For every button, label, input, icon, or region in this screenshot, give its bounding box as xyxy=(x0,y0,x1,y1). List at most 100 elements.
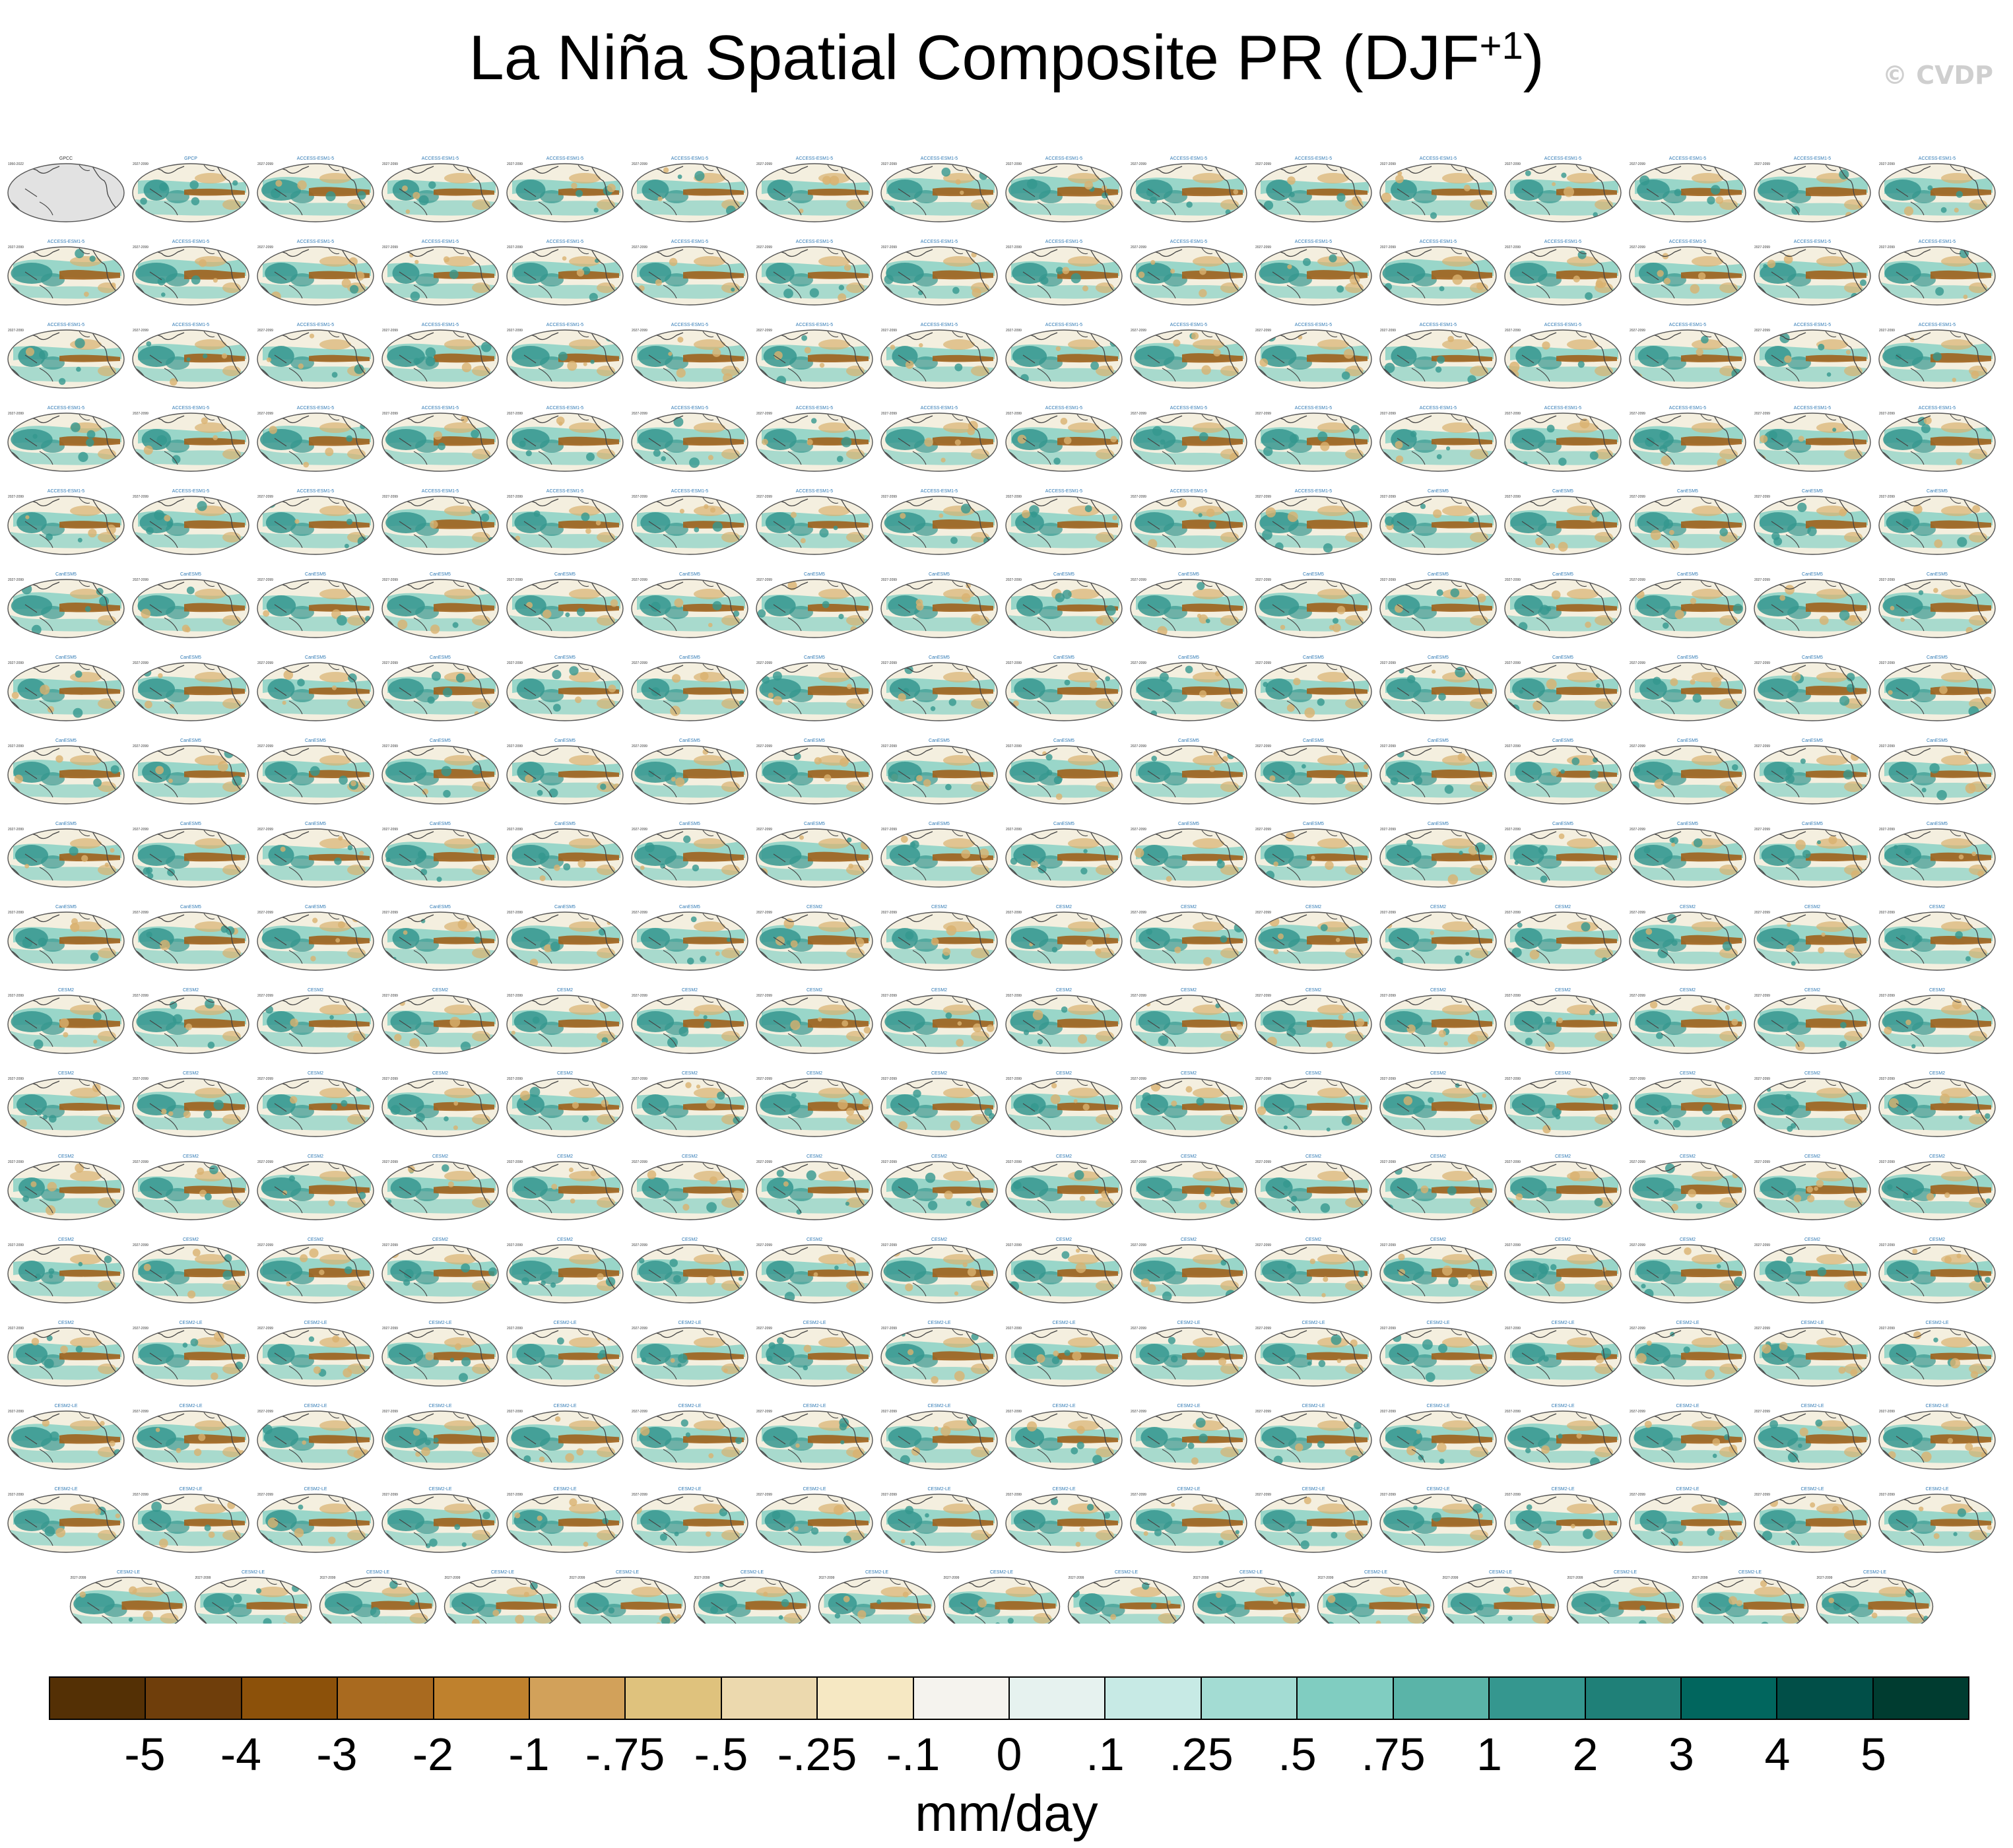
panel-period: 2027-2099 xyxy=(382,1077,398,1081)
panel-label: ACCESS-ESM1-5 xyxy=(422,489,459,494)
panel-period: 2027-2099 xyxy=(1630,329,1645,333)
panel-label: ACCESS-ESM1-5 xyxy=(921,489,958,494)
panel-period: 2027-2099 xyxy=(1006,495,1022,499)
panel-label: CESM2-LE xyxy=(1426,1321,1449,1325)
map-panel: CESM2 2027-2099 xyxy=(1629,1238,1746,1304)
panel-label: CanESM5 xyxy=(1802,822,1823,826)
panel-label: CanESM5 xyxy=(804,822,825,826)
panel-period: 2027-2099 xyxy=(133,329,148,333)
panel-label: CESM2 xyxy=(308,988,323,993)
map-panel: ACCESS-ESM1-5 2027-2099 xyxy=(1629,156,1746,222)
panel-label: CESM2-LE xyxy=(1426,1487,1449,1492)
panel-period: 2027-2099 xyxy=(1630,1243,1645,1247)
panel-label: ACCESS-ESM1-5 xyxy=(1045,156,1083,161)
map-panel: CESM2-LE 2027-2099 xyxy=(880,1404,998,1470)
map-panel: CanESM5 2027-2099 xyxy=(381,572,499,638)
panel-period: 2027-2099 xyxy=(1006,1410,1022,1414)
colorbar-box xyxy=(1585,1678,1682,1719)
panel-label: CanESM5 xyxy=(554,739,576,743)
map-panel: CanESM5 2027-2099 xyxy=(1629,822,1746,888)
map-panel: ACCESS-ESM1-5 2027-2099 xyxy=(880,406,998,472)
map-panel: ACCESS-ESM1-5 2027-2099 xyxy=(257,323,374,389)
panel-label: CESM2 xyxy=(1305,1238,1321,1242)
panel-period: 2027-2099 xyxy=(1630,744,1645,748)
panel-period: 2027-2099 xyxy=(1131,246,1146,249)
panel-period: 2027-2099 xyxy=(1879,578,1895,582)
map-panel: CanESM5 2027-2099 xyxy=(1629,572,1746,638)
map-panel: ACCESS-ESM1-5 2027-2099 xyxy=(506,156,624,222)
map-panel: ACCESS-ESM1-5 2027-2099 xyxy=(880,489,998,555)
map-panel: CESM2 2027-2099 xyxy=(506,1154,624,1220)
panel-label: CanESM5 xyxy=(1053,739,1074,743)
panel-period: 2027-2099 xyxy=(133,162,148,166)
panel-period: 2027-2099 xyxy=(632,162,647,166)
panel-period: 2027-2099 xyxy=(632,329,647,333)
panel-period: 2027-2099 xyxy=(133,578,148,582)
panel-label: ACCESS-ESM1-5 xyxy=(297,406,335,411)
panel-period: 2027-2099 xyxy=(1505,246,1521,249)
panel-period: 2027-2099 xyxy=(1131,661,1146,665)
map-panel: CanESM5 2027-2099 xyxy=(1629,739,1746,805)
map-panel: CanESM5 2027-2099 xyxy=(1005,822,1123,888)
panel-period: 2027-2099 xyxy=(1879,828,1895,832)
map-panel: ACCESS-ESM1-5 2027-2099 xyxy=(257,406,374,472)
map-panel: CanESM5 2027-2099 xyxy=(1878,655,1996,721)
panel-period: 2027-2099 xyxy=(507,1493,523,1497)
colorbar-box xyxy=(338,1678,434,1719)
map-panel: CESM2 2027-2099 xyxy=(1754,1238,1871,1304)
map-panel: CanESM5 2027-2099 xyxy=(1754,822,1871,888)
map-panel: CanESM5 2027-2099 xyxy=(756,739,873,805)
map-panel: ACCESS-ESM1-5 2027-2099 xyxy=(506,489,624,555)
panel-label: CanESM5 xyxy=(430,655,451,660)
panel-label: CanESM5 xyxy=(1677,572,1698,577)
colorbar-box xyxy=(1777,1678,1874,1719)
panel-label: ACCESS-ESM1-5 xyxy=(1794,406,1832,411)
colorbar-tick-label: -1 xyxy=(508,1729,550,1780)
panel-label: CESM2 xyxy=(1555,905,1571,909)
panel-period: 2027-2099 xyxy=(1255,1410,1271,1414)
panel-period: 2027-2099 xyxy=(1131,1077,1146,1081)
map-panel: CESM2-LE 2027-2099 xyxy=(1379,1404,1497,1470)
panel-label: CESM2 xyxy=(682,1154,698,1159)
panel-period: 2027-2099 xyxy=(756,911,772,915)
panel-period: 2027-2099 xyxy=(1879,1410,1895,1414)
panel-period: 2027-2099 xyxy=(1131,1243,1146,1247)
panel-label: ACCESS-ESM1-5 xyxy=(1170,489,1208,494)
panel-period: 2027-2099 xyxy=(382,1243,398,1247)
colorbar-box xyxy=(1873,1678,1969,1719)
map-panel: ACCESS-ESM1-5 2027-2099 xyxy=(257,240,374,306)
panel-label: ACCESS-ESM1-5 xyxy=(1919,323,1956,327)
map-panel: CESM2 2027-2099 xyxy=(7,1071,125,1137)
map-panel: CanESM5 2027-2099 xyxy=(1005,572,1123,638)
panel-period: 2027-2099 xyxy=(1380,1160,1396,1164)
panel-period: 2027-2099 xyxy=(1131,329,1146,333)
panel-period: 2027-2099 xyxy=(382,911,398,915)
map-panel: CanESM5 2027-2099 xyxy=(880,572,998,638)
panel-label: CESM2 xyxy=(58,1154,74,1159)
panel-period: 2027-2099 xyxy=(1380,1410,1396,1414)
panel-period: 2027-2099 xyxy=(507,1327,523,1331)
panel-label: CESM2-LE xyxy=(1426,1404,1449,1408)
colorbar-tick-label: 2 xyxy=(1572,1729,1599,1780)
map-panel: CanESM5 2027-2099 xyxy=(132,572,249,638)
panel-period: 2027-2099 xyxy=(1380,495,1396,499)
map-panel: ACCESS-ESM1-5 2027-2099 xyxy=(1130,323,1247,389)
map-panel: ACCESS-ESM1-5 2027-2099 xyxy=(506,240,624,306)
map-panel: CESM2-LE 2027-2099 xyxy=(1504,1404,1622,1470)
panel-period: 2027-2099 xyxy=(1255,412,1271,416)
panel-label: CanESM5 xyxy=(1927,489,1948,494)
panel-label: CESM2 xyxy=(1181,1071,1197,1076)
panel-label: CanESM5 xyxy=(1802,489,1823,494)
panel-label: ACCESS-ESM1-5 xyxy=(1170,406,1208,411)
map-panel: CESM2-LE 2027-2099 xyxy=(1878,1487,1996,1553)
colorbar xyxy=(49,1676,1969,1720)
panel-label: CanESM5 xyxy=(554,655,576,660)
map-panel: ACCESS-ESM1-5 2027-2099 xyxy=(756,489,873,555)
panel-label: ACCESS-ESM1-5 xyxy=(422,323,459,327)
panel-period: 2027-2099 xyxy=(1255,744,1271,748)
panel-period: 2027-2099 xyxy=(1318,1576,1334,1580)
panel-period: 2027-2099 xyxy=(1006,911,1022,915)
panel-period: 2027-2099 xyxy=(1006,412,1022,416)
panel-label: CanESM5 xyxy=(1428,822,1449,826)
panel-period: 2027-2099 xyxy=(133,412,148,416)
